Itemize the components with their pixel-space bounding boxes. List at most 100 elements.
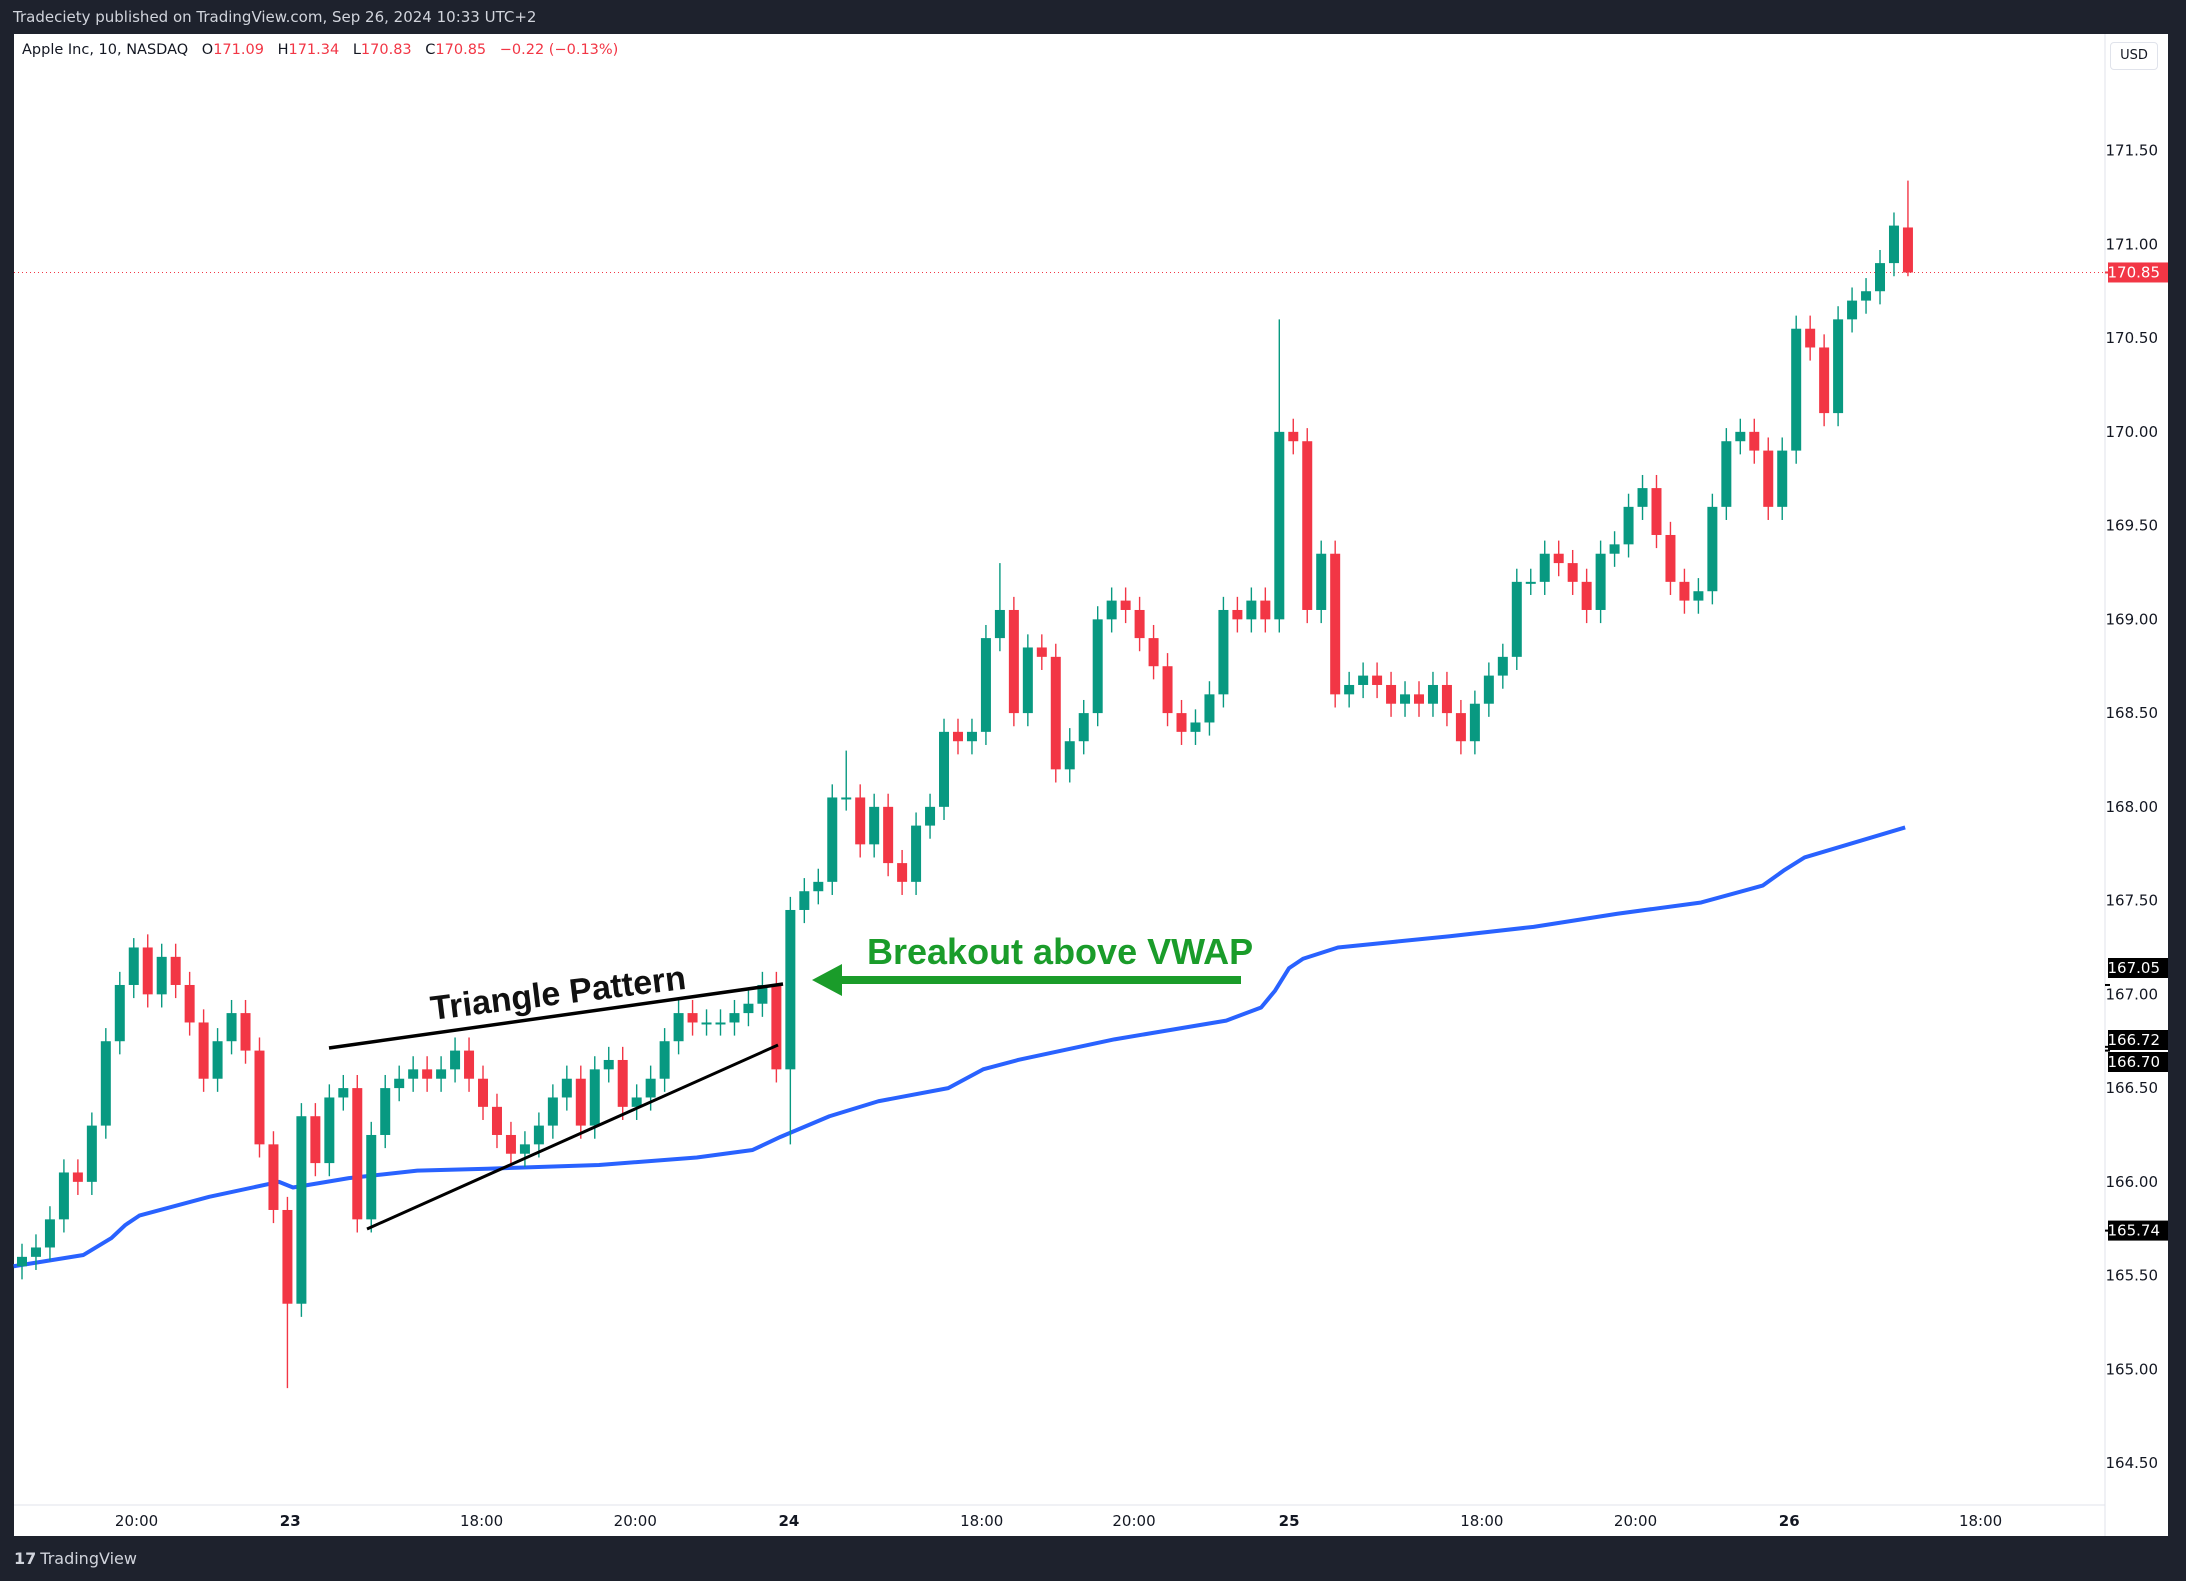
candle-body bbox=[575, 1078, 586, 1126]
price-tick-label: 171.00 bbox=[2106, 235, 2159, 253]
candle-body bbox=[1679, 581, 1690, 601]
candle-body bbox=[1427, 684, 1438, 704]
candle-body bbox=[1204, 694, 1215, 723]
price-tick-label: 166.50 bbox=[2106, 1079, 2159, 1097]
candle-body bbox=[1595, 553, 1606, 610]
candle-body bbox=[1288, 431, 1299, 442]
low-value: 170.83 bbox=[360, 42, 412, 58]
candle-body bbox=[268, 1144, 279, 1210]
candle-body bbox=[1302, 441, 1313, 610]
candle-body bbox=[491, 1106, 502, 1135]
candle-body bbox=[1246, 600, 1257, 620]
candle-body bbox=[1651, 488, 1662, 535]
currency-button[interactable]: USD bbox=[2110, 42, 2158, 70]
candle-body bbox=[715, 1022, 726, 1025]
price-badge-label: 167.05 bbox=[2108, 959, 2161, 977]
candle-body bbox=[352, 1088, 363, 1220]
change-value: −0.22 (−0.13%) bbox=[499, 42, 619, 58]
candle-body bbox=[1064, 741, 1075, 770]
price-badge-label: 165.74 bbox=[2108, 1222, 2161, 1240]
candle-body bbox=[1861, 291, 1872, 301]
candle-body bbox=[1330, 553, 1341, 695]
price-badge-label: 166.70 bbox=[2108, 1053, 2161, 1071]
candle-body bbox=[114, 984, 125, 1042]
candle-body bbox=[1120, 600, 1131, 610]
price-tick-label: 168.50 bbox=[2106, 704, 2159, 722]
candle-body bbox=[226, 1013, 237, 1042]
candle-body bbox=[1805, 328, 1816, 348]
candle-body bbox=[1819, 347, 1830, 414]
triangle-pattern-annotation: Triangle Pattern bbox=[428, 959, 688, 1028]
triangle-upper-line bbox=[328, 982, 784, 1050]
symbol-name[interactable]: Apple Inc, 10, NASDAQ bbox=[22, 42, 189, 58]
price-badge bbox=[2108, 1030, 2168, 1050]
candle-body bbox=[673, 1013, 684, 1042]
candle-body bbox=[1414, 694, 1424, 704]
close-label: C bbox=[425, 42, 436, 58]
candle-body bbox=[561, 1078, 572, 1098]
price-tick-label: 164.50 bbox=[2106, 1454, 2159, 1472]
price-badge-label: 170.85 bbox=[2108, 263, 2161, 281]
candle-body bbox=[911, 825, 922, 882]
candle-body bbox=[156, 956, 167, 995]
price-tick-label: 171.50 bbox=[2106, 142, 2159, 160]
close-value: 170.85 bbox=[435, 42, 487, 58]
candle-body bbox=[212, 1041, 223, 1079]
price-badge bbox=[2108, 958, 2168, 978]
candle-body bbox=[925, 806, 936, 826]
candle-body bbox=[72, 1172, 83, 1182]
candle-body bbox=[1050, 656, 1061, 770]
candle-body bbox=[1539, 553, 1550, 582]
price-badge-label: 166.72 bbox=[2108, 1031, 2161, 1049]
price-badge bbox=[2108, 1220, 2168, 1241]
price-tick-label: 168.00 bbox=[2106, 798, 2159, 816]
candle-body bbox=[1833, 319, 1844, 414]
candle-body bbox=[589, 1069, 600, 1126]
candle-body bbox=[198, 1022, 209, 1079]
candle-body bbox=[324, 1097, 335, 1164]
candle-body bbox=[58, 1172, 69, 1220]
candle-body bbox=[1106, 600, 1117, 620]
candle-body bbox=[1386, 684, 1397, 704]
price-tick-label: 167.50 bbox=[2106, 892, 2159, 910]
price-tick-label: 167.00 bbox=[2106, 985, 2159, 1003]
candle-body bbox=[338, 1088, 349, 1098]
price-badge bbox=[2108, 262, 2168, 283]
candle-body bbox=[701, 1022, 712, 1025]
price-tick-label: 170.00 bbox=[2106, 423, 2159, 441]
candle-body bbox=[100, 1041, 111, 1126]
candle-body bbox=[1274, 431, 1285, 620]
candle-body bbox=[603, 1059, 614, 1070]
candle-body bbox=[44, 1219, 55, 1248]
price-tick-label: 169.00 bbox=[2106, 610, 2159, 628]
chart-pane[interactable] bbox=[14, 34, 2168, 1536]
candle-body bbox=[464, 1050, 475, 1079]
candle-body bbox=[743, 1003, 754, 1014]
time-tick-label: 25 bbox=[1279, 1512, 1300, 1530]
candle-body bbox=[897, 863, 908, 882]
price-badge bbox=[2108, 1052, 2168, 1072]
candle-body bbox=[1148, 638, 1159, 667]
candle-body bbox=[1497, 656, 1508, 676]
candle-body bbox=[1260, 600, 1271, 620]
candle-body bbox=[170, 956, 181, 985]
candle-body bbox=[1092, 619, 1103, 714]
low-label: L bbox=[352, 42, 361, 58]
candle-body bbox=[505, 1134, 516, 1154]
candle-body bbox=[1567, 563, 1578, 582]
candle-body bbox=[1721, 441, 1732, 507]
candle-body bbox=[1316, 553, 1327, 610]
candle-body bbox=[645, 1078, 656, 1098]
time-tick-label: 20:00 bbox=[115, 1512, 158, 1530]
candle-body bbox=[687, 1013, 698, 1023]
candle-body bbox=[1036, 647, 1047, 657]
candle-body bbox=[994, 609, 1005, 639]
time-tick-label: 18:00 bbox=[1959, 1512, 2002, 1530]
candle-body bbox=[1176, 713, 1187, 732]
candle-body bbox=[1665, 534, 1676, 582]
candle-body bbox=[799, 891, 810, 910]
candle-body bbox=[310, 1116, 321, 1164]
tradingview-logo-text[interactable]: TradingView bbox=[40, 1549, 137, 1568]
candle-body bbox=[86, 1125, 97, 1182]
